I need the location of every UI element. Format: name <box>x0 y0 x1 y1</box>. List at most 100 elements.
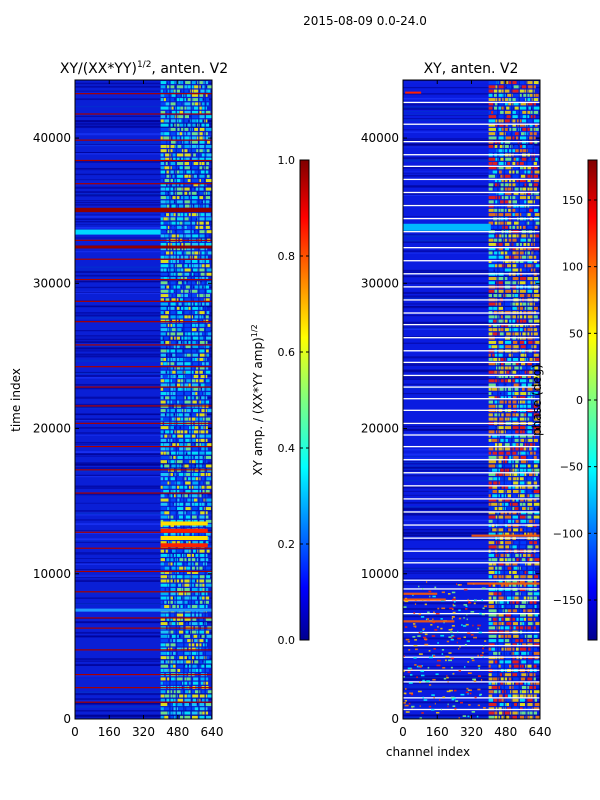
heatmap-band-cell <box>193 375 200 378</box>
heatmap-band-cell <box>197 289 206 293</box>
heatmap-band-cell <box>187 511 190 515</box>
heatmap-band-cell <box>198 507 203 511</box>
heatmap-band-cell <box>524 306 533 310</box>
heatmap-band-cell <box>533 353 539 357</box>
heatmap-band-cell <box>530 110 539 114</box>
heatmap-speckle <box>474 599 477 602</box>
heatmap-band-cell <box>164 668 168 672</box>
heatmap-band-cell <box>179 622 185 626</box>
heatmap-red-line <box>75 93 212 95</box>
heatmap-speckle <box>437 626 439 628</box>
heatmap-noise-row <box>75 691 212 694</box>
heatmap-band-cell <box>531 345 537 349</box>
heatmap-band-cell <box>511 451 517 455</box>
heatmap-noise-row <box>75 464 212 466</box>
heatmap-streak <box>467 582 540 585</box>
heatmap-band-cell <box>525 664 532 668</box>
amplitude-x-axis: 0 160 320 480 640 <box>71 80 223 739</box>
heatmap-band-cell <box>519 622 522 626</box>
heatmap-band-cell <box>533 664 537 668</box>
heatmap-band-cell <box>170 102 176 106</box>
heatmap-noise-row <box>403 328 540 331</box>
heatmap-band-cell <box>529 379 535 383</box>
heatmap-band-cell <box>177 102 182 106</box>
heatmap-band-cell <box>533 643 540 647</box>
heatmap-band-cell <box>201 485 207 489</box>
heatmap-band-cell <box>501 605 505 609</box>
heatmap-band-cell <box>168 472 174 476</box>
heatmap-speckle <box>483 645 485 647</box>
heatmap-band-cell <box>160 562 165 566</box>
heatmap-band-cell <box>207 191 210 195</box>
heatmap-band-cell <box>510 370 517 374</box>
heatmap-red-line <box>75 159 212 162</box>
heatmap-band-cell <box>190 272 194 276</box>
heatmap-band-cell <box>189 136 197 140</box>
heatmap-band-cell <box>192 323 196 327</box>
heatmap-band-cell <box>515 196 520 200</box>
heatmap-band-cell <box>179 357 186 361</box>
heatmap-band-cell <box>500 362 505 366</box>
heatmap-band-cell <box>160 613 166 617</box>
heatmap-band-cell <box>196 144 205 148</box>
heatmap-band-cell <box>163 387 170 391</box>
heatmap-band-cell <box>194 502 202 506</box>
heatmap-noise-row <box>75 350 212 352</box>
heatmap-band-cell <box>177 400 180 404</box>
heatmap-band-cell <box>505 545 510 549</box>
heatmap-band-cell <box>533 319 540 323</box>
heatmap-white-line <box>403 485 540 487</box>
heatmap-band-cell <box>186 472 191 476</box>
heatmap-band-cell <box>529 494 535 498</box>
heatmap-band-cell <box>176 507 184 511</box>
heatmap-band-cell <box>169 255 174 259</box>
heatmap-band-cell <box>178 302 182 306</box>
heatmap-band-cell <box>488 698 494 702</box>
heatmap-band-cell <box>497 639 504 643</box>
heatmap-noise-row <box>403 383 540 385</box>
heatmap-noise-row <box>75 418 212 421</box>
heatmap-band-cell <box>514 366 523 370</box>
heatmap-noise-row <box>403 291 540 294</box>
heatmap-band-cell <box>524 340 527 344</box>
y-tick-label: 40000 <box>33 131 71 145</box>
heatmap-band-cell <box>182 583 190 587</box>
heatmap-band-cell <box>173 438 178 442</box>
heatmap-band-cell <box>502 711 510 715</box>
heatmap-noise-row <box>403 539 540 541</box>
heatmap-band-cell <box>197 268 206 272</box>
colorbar-tick-label: 0.8 <box>278 250 296 263</box>
heatmap-band-cell <box>535 196 540 200</box>
heatmap-red-line <box>75 701 212 703</box>
heatmap-band-cell <box>500 357 506 361</box>
heatmap-noise-row <box>75 514 212 516</box>
heatmap-band-cell <box>191 166 198 170</box>
heatmap-red-line <box>75 239 212 241</box>
heatmap-speckle <box>457 630 459 633</box>
heatmap-band-cell <box>160 660 164 664</box>
heatmap-noise-row <box>75 204 212 206</box>
heatmap-band-cell <box>191 515 197 519</box>
heatmap-band-cell <box>519 144 523 148</box>
heatmap-band-cell <box>203 660 212 664</box>
heatmap-noise-row <box>403 387 540 390</box>
heatmap-band-cell <box>192 481 199 485</box>
heatmap-band-cell <box>168 277 176 281</box>
heatmap-band-cell <box>181 89 189 93</box>
heatmap-band-cell <box>203 651 212 655</box>
heatmap-speckle <box>468 704 471 706</box>
heatmap-band-cell <box>499 123 506 127</box>
heatmap-speckle <box>421 712 424 714</box>
heatmap-band-cell <box>525 251 530 255</box>
heatmap-band-cell <box>177 144 182 148</box>
heatmap-band-cell <box>165 430 173 434</box>
heatmap-speckle <box>417 635 421 637</box>
heatmap-band-cell <box>207 251 212 255</box>
heatmap-speckle <box>483 706 486 709</box>
heatmap-noise-row <box>75 693 212 696</box>
heatmap-band-cell <box>183 302 188 306</box>
heatmap-band-cell <box>501 106 505 110</box>
heatmap-band-cell <box>532 477 536 481</box>
heatmap-band-cell <box>513 383 521 387</box>
heatmap-band-cell <box>505 438 508 442</box>
